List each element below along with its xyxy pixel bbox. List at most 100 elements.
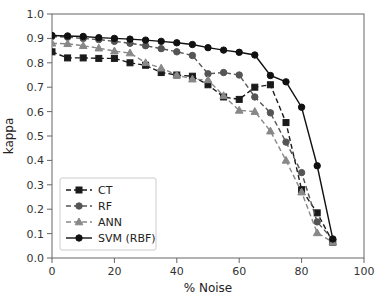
marker <box>158 38 164 44</box>
marker <box>127 60 133 66</box>
x-tick-label: 0 <box>49 265 56 278</box>
x-tick <box>114 258 115 263</box>
x-axis-label: % Noise <box>184 281 233 295</box>
marker <box>220 92 228 99</box>
marker <box>282 156 290 163</box>
plot-frame <box>52 14 364 258</box>
x-tick-label: 20 <box>107 265 121 278</box>
y-tick-label: 0.3 <box>27 179 45 192</box>
x-tick-label: 60 <box>232 265 246 278</box>
marker <box>220 69 226 75</box>
x-tick-label: 100 <box>354 265 375 278</box>
marker <box>252 94 258 100</box>
y-tick-label: 0.1 <box>27 228 45 241</box>
x-tick <box>52 258 53 263</box>
legend-marker <box>76 203 82 209</box>
y-tick <box>47 38 52 39</box>
axes: 0204060801000.00.10.20.30.40.50.60.70.80… <box>27 8 375 278</box>
marker <box>298 188 306 195</box>
x-tick <box>364 258 365 263</box>
marker <box>220 47 226 53</box>
marker <box>235 106 243 113</box>
y-tick-label: 0.8 <box>27 57 45 70</box>
marker <box>267 110 273 116</box>
marker <box>96 55 102 61</box>
marker <box>267 127 275 134</box>
y-tick <box>47 136 52 137</box>
y-tick <box>47 62 52 63</box>
marker <box>314 210 320 216</box>
marker <box>267 82 273 88</box>
y-tick <box>47 160 52 161</box>
x-tick-label: 40 <box>170 265 184 278</box>
legend-label: ANN <box>98 216 122 229</box>
y-tick-label: 1.0 <box>27 8 45 21</box>
marker <box>65 55 71 61</box>
marker <box>52 32 55 38</box>
legend-box <box>60 178 156 250</box>
marker <box>205 44 211 50</box>
marker <box>142 37 148 43</box>
legend-label: RF <box>98 200 112 213</box>
y-tick-label: 0.7 <box>27 81 45 94</box>
marker <box>64 40 72 47</box>
marker <box>252 84 258 90</box>
marker <box>189 41 195 47</box>
y-tick <box>47 111 52 112</box>
x-tick <box>176 258 177 263</box>
chart: 0204060801000.00.10.20.30.40.50.60.70.80… <box>0 0 380 300</box>
marker <box>314 219 320 225</box>
marker <box>52 49 55 55</box>
marker <box>157 64 165 71</box>
legend-marker <box>76 235 82 241</box>
marker <box>283 139 289 145</box>
x-tick <box>239 258 240 263</box>
marker <box>330 236 336 242</box>
y-tick <box>47 258 52 259</box>
marker <box>298 104 304 110</box>
y-tick <box>47 233 52 234</box>
y-tick <box>47 184 52 185</box>
marker <box>64 33 70 39</box>
marker <box>189 75 197 82</box>
y-tick-label: 0.5 <box>27 130 45 143</box>
marker <box>127 36 133 42</box>
x-tick <box>301 258 302 263</box>
y-tick-label: 0.9 <box>27 32 45 45</box>
legend: CT RF ANN SVM (RBF) <box>60 178 156 250</box>
marker <box>313 229 321 236</box>
y-tick-label: 0.2 <box>27 203 45 216</box>
marker <box>111 47 119 54</box>
marker <box>111 55 117 61</box>
marker <box>174 72 180 78</box>
marker <box>283 120 289 126</box>
marker <box>174 40 180 46</box>
marker <box>236 72 242 78</box>
marker <box>236 96 242 102</box>
marker <box>126 49 134 56</box>
marker <box>52 33 55 39</box>
marker <box>52 39 56 46</box>
x-tick-label: 80 <box>295 265 309 278</box>
marker <box>189 52 195 58</box>
marker <box>174 49 180 55</box>
marker <box>314 163 320 169</box>
marker <box>96 34 102 40</box>
marker <box>158 45 164 51</box>
marker <box>236 49 242 55</box>
y-axis-label: kappa <box>2 118 16 155</box>
legend-label: CT <box>98 184 113 197</box>
y-tick <box>47 209 52 210</box>
marker <box>142 59 150 66</box>
legend-label: SVM (RBF) <box>98 232 156 245</box>
marker <box>251 108 259 115</box>
y-tick <box>47 14 52 15</box>
y-tick-label: 0.0 <box>27 252 45 265</box>
marker <box>80 33 86 39</box>
legend-marker <box>75 218 83 225</box>
marker <box>95 44 103 51</box>
marker <box>283 79 289 85</box>
marker <box>79 42 87 49</box>
y-tick-label: 0.6 <box>27 106 45 119</box>
marker <box>267 72 273 78</box>
